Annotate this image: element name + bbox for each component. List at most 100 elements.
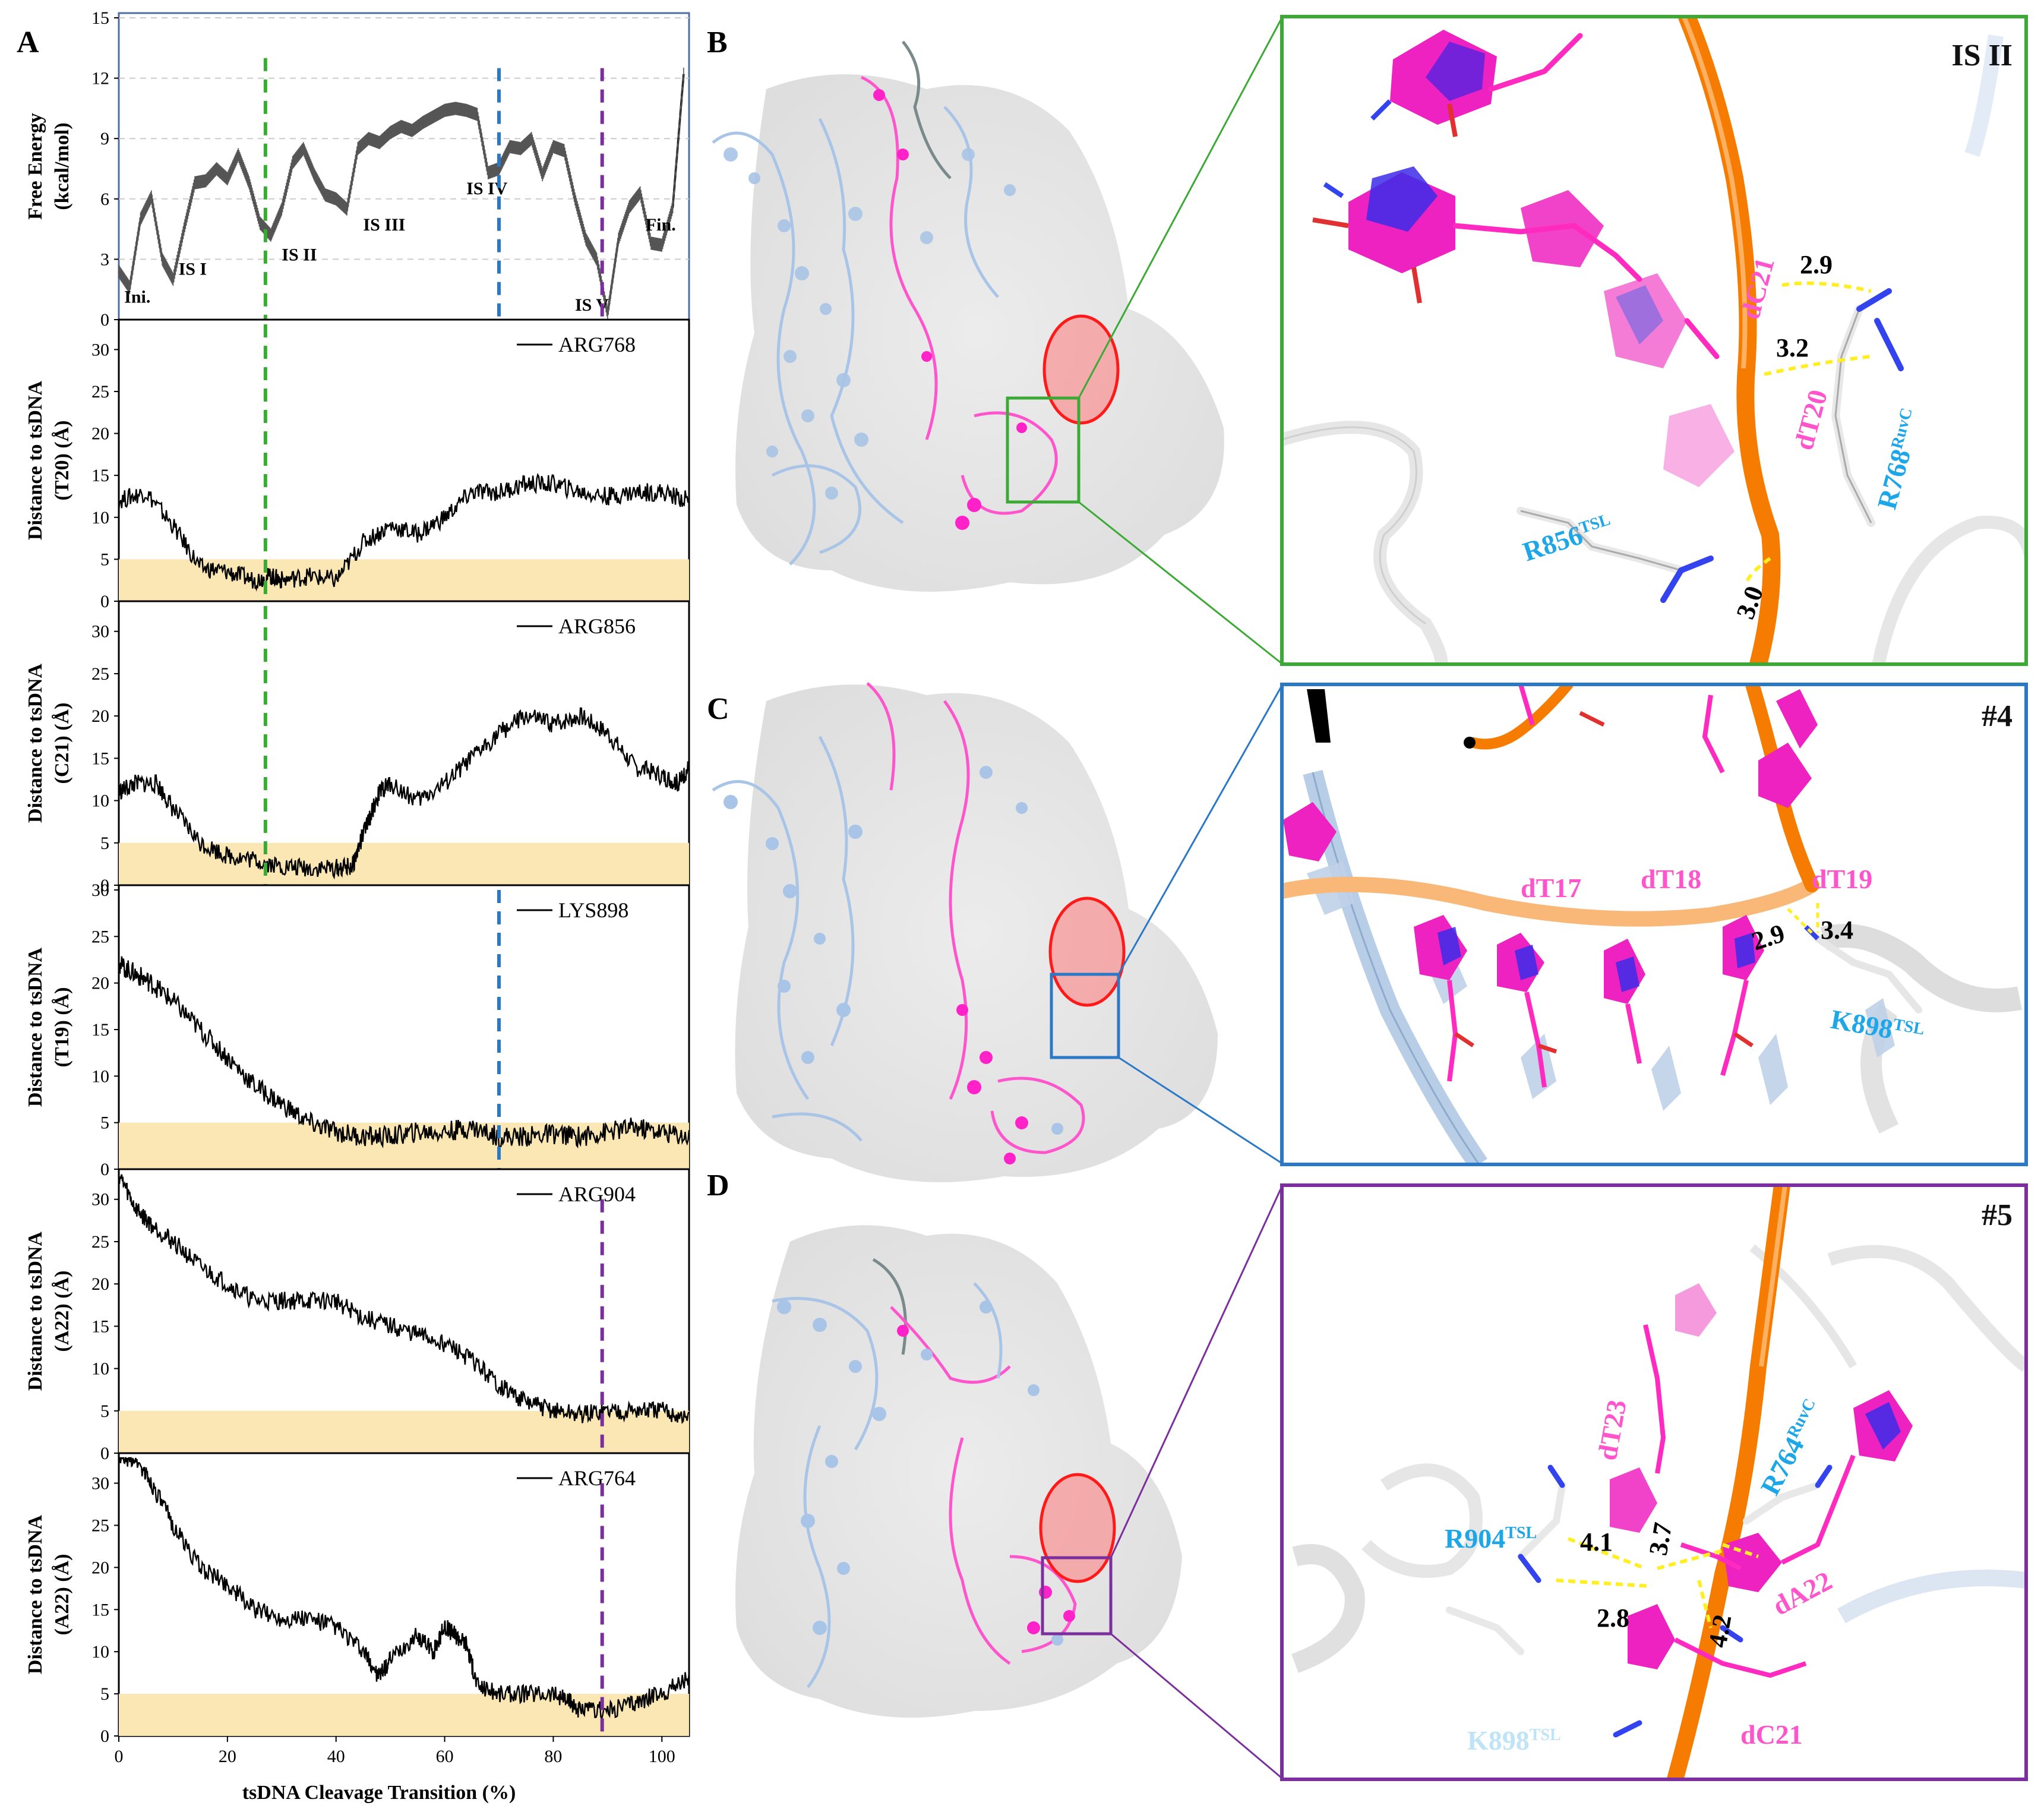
- distance-3-7: 3.7: [1644, 1520, 1678, 1558]
- y-tick-label-arg856-4: 20: [91, 706, 109, 726]
- y-tick-label-lys898-0: 0: [100, 1160, 109, 1179]
- y-tick-label-arg856-3: 15: [91, 749, 109, 768]
- series-line-arg856: [118, 707, 690, 880]
- y-tick-label-lys898-5: 25: [91, 927, 109, 946]
- y-axis-label-arg764-2: (A22) (Å): [51, 1554, 73, 1636]
- y-tick-label-arg764-0: 0: [100, 1726, 109, 1746]
- legend-label-arg764: ARG764: [558, 1466, 636, 1490]
- zoom-box-c: [1050, 973, 1120, 1059]
- y-tick-label-arg764-2: 10: [91, 1642, 109, 1662]
- protein-surface-c: [735, 684, 1218, 1182]
- residue-dc21-d: dC21: [1740, 1719, 1803, 1750]
- y-axis-label-arg768-1: Distance to tsDNA: [24, 380, 46, 540]
- residue-dt17: dT17: [1521, 873, 1581, 903]
- legend-label-arg768: ARG768: [558, 333, 636, 356]
- y-tick-label-arg768-2: 10: [91, 508, 109, 528]
- y-tick-label-arg904-4: 20: [91, 1274, 109, 1294]
- state-label-4: IS IV: [466, 179, 508, 198]
- panel-c-zoom: #4 dT17 dT18 dT19 K898TSL 2.9 3.4: [1282, 684, 2026, 1164]
- y-tick-label-arg856-0: 0: [100, 876, 109, 895]
- y-tick-label-arg768-1: 5: [100, 550, 109, 569]
- y-tick-label-arg768-4: 20: [91, 424, 109, 444]
- y-axis-label-free-energy-2: (kcal/mol): [51, 122, 73, 210]
- chart-frame-lys898: [118, 884, 690, 1170]
- corner-label-d: #5: [1982, 1198, 2013, 1232]
- dna-backbone-b: [1678, 17, 1781, 664]
- distance-2-8: 2.8: [1597, 1603, 1629, 1633]
- y-axis-label-arg764-1: Distance to tsDNA: [24, 1514, 46, 1674]
- y-tick-label-free-energy-4: 12: [91, 69, 109, 89]
- y-tick-label-arg768-5: 25: [91, 382, 109, 402]
- x-tick-label-4: 80: [544, 1747, 562, 1766]
- y-axis-label-arg856-1: Distance to tsDNA: [24, 663, 46, 823]
- residue-r904: R904TSL: [1445, 1523, 1537, 1554]
- y-tick-label-lys898-2: 10: [91, 1066, 109, 1086]
- y-tick-label-arg904-0: 0: [100, 1444, 109, 1463]
- y-tick-label-arg856-5: 25: [91, 664, 109, 684]
- chart-frame-arg764: [118, 1452, 690, 1737]
- y-axis-label-arg904-1: Distance to tsDNA: [24, 1231, 46, 1391]
- state-label-0: Ini.: [124, 288, 150, 307]
- y-tick-label-free-energy-5: 15: [91, 8, 109, 28]
- panel-label-b: B: [707, 26, 728, 59]
- residue-dt18: dT18: [1641, 864, 1701, 894]
- chart-band-lys898: [119, 1122, 689, 1169]
- y-tick-label-arg768-6: 30: [91, 340, 109, 359]
- y-tick-label-arg856-2: 10: [91, 791, 109, 811]
- y-axis-label-arg768-2: (T20) (Å): [51, 420, 73, 500]
- legend-label-lys898: LYS898: [558, 898, 628, 922]
- x-axis-label: tsDNA Cleavage Transition (%): [242, 1782, 516, 1804]
- y-tick-label-arg856-6: 30: [91, 622, 109, 642]
- panel-b-frame: [1280, 15, 2028, 666]
- series-line-lys898: [118, 956, 690, 1149]
- series-line-arg764: [118, 1457, 690, 1721]
- y-axis-label-arg856-2: (C21) (Å): [51, 703, 73, 784]
- y-tick-label-arg904-3: 15: [91, 1317, 109, 1336]
- x-tick-label-0: 0: [115, 1747, 124, 1766]
- series-line-arg904: [118, 1173, 690, 1424]
- panel-d-zoom: #5 dT23 R764RuvC R904TSL dA22 K898TSL dC…: [1282, 1185, 2026, 1779]
- active-site-circle-c: [1048, 896, 1126, 1007]
- chart-band-arg768: [119, 559, 689, 601]
- y-tick-label-lys898-6: 30: [91, 880, 109, 900]
- y-tick-label-arg768-0: 0: [100, 592, 109, 611]
- dna-backbone-d: [1667, 1185, 1790, 1779]
- zoom-box-d: [1041, 1556, 1113, 1636]
- active-site-circle-d: [1039, 1473, 1116, 1583]
- y-tick-label-free-energy-2: 6: [100, 190, 109, 209]
- y-tick-label-arg764-3: 15: [91, 1600, 109, 1620]
- chart-frame-arg768: [118, 318, 690, 602]
- y-tick-label-arg764-5: 25: [91, 1516, 109, 1535]
- panel-label-c: C: [707, 692, 729, 726]
- panel-b-overview: [712, 17, 1283, 665]
- y-tick-label-free-energy-1: 3: [100, 250, 109, 269]
- state-label-2: IS II: [282, 245, 317, 265]
- panel-c-overview: [712, 682, 1283, 1182]
- corner-label-c: #4: [1982, 699, 2013, 733]
- distance-3-4: 3.4: [1821, 916, 1853, 945]
- state-label-3: IS III: [363, 215, 405, 235]
- protein-surface: [735, 74, 1224, 592]
- hbonds-b: [1745, 281, 1872, 583]
- hbonds-c: [1787, 903, 1819, 934]
- x-tick-label-1: 20: [219, 1747, 236, 1766]
- chart-band-arg764: [119, 1694, 689, 1736]
- panel-b-zoom: IS II dC21 dT20 R768RuvC R856TSL 2.9 3.2…: [1282, 17, 2026, 664]
- state-label-1: IS I: [179, 259, 207, 279]
- panel-a-charts: 0 3 6 9 12 15 Free Energy (kcal/mol) Ini. IS I IS …: [24, 8, 690, 1766]
- hbonds-d: [1556, 1537, 1759, 1628]
- y-tick-label-arg904-2: 10: [91, 1359, 109, 1379]
- y-tick-label-arg856-1: 5: [100, 834, 109, 853]
- residue-dt19: dT19: [1812, 864, 1872, 894]
- y-tick-label-arg764-4: 20: [91, 1558, 109, 1577]
- y-tick-label-lys898-1: 5: [100, 1113, 109, 1133]
- panel-c-frame: [1280, 683, 2028, 1166]
- state-label-6: Fin.: [646, 215, 676, 235]
- series-line-arg768: [118, 473, 690, 592]
- panel-label-a: A: [17, 26, 39, 59]
- distance-4-2: 4.2: [1703, 1612, 1737, 1650]
- legend-label-arg904: ARG904: [558, 1182, 636, 1206]
- y-axis-label-arg904-2: (A22) (Å): [51, 1271, 73, 1352]
- corner-label-b: IS II: [1951, 39, 2013, 72]
